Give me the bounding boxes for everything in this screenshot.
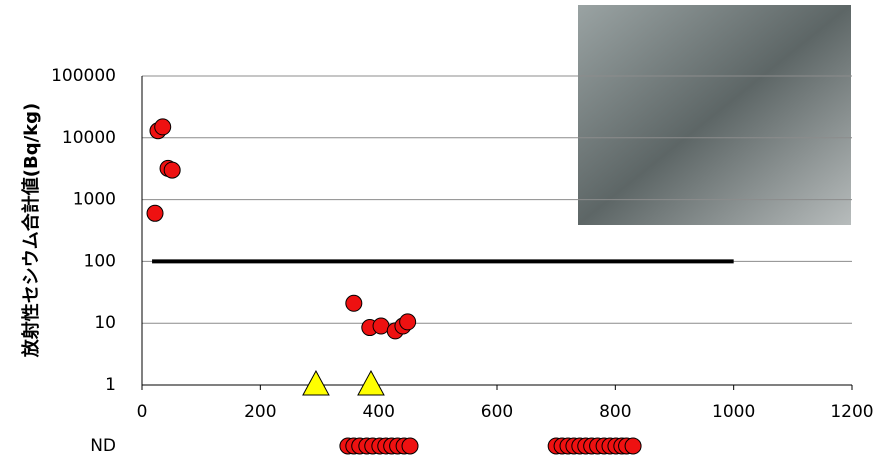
- y-tick-label: 10: [94, 313, 116, 333]
- y-tick-label: 100: [84, 251, 116, 271]
- point: [163, 161, 181, 179]
- y-tick-label: 100000: [51, 66, 116, 86]
- x-tick-label: 400: [362, 402, 394, 422]
- point: [146, 204, 164, 222]
- point: [372, 317, 390, 335]
- y-tick-label: 1000: [73, 190, 116, 210]
- triangle-point: [302, 369, 330, 396]
- point: [401, 437, 419, 455]
- x-tick-label: 600: [481, 402, 513, 422]
- y-axis-label: 放射性セシウム合計値(Bq/kg): [20, 103, 42, 359]
- x-tick-label: 800: [599, 402, 631, 422]
- y-tick-label: 10000: [62, 128, 116, 148]
- point: [345, 294, 363, 312]
- x-tick-label: 1000: [712, 402, 755, 422]
- point: [399, 313, 417, 331]
- point: [154, 118, 172, 136]
- point: [624, 437, 642, 455]
- y-tick-label: 1: [105, 375, 116, 395]
- x-tick-label: 1200: [830, 402, 873, 422]
- y-tick-label: ND: [90, 436, 116, 456]
- triangle-point: [357, 369, 385, 396]
- x-tick-label: 0: [137, 402, 148, 422]
- x-tick-label: 200: [244, 402, 276, 422]
- photo: [578, 5, 851, 225]
